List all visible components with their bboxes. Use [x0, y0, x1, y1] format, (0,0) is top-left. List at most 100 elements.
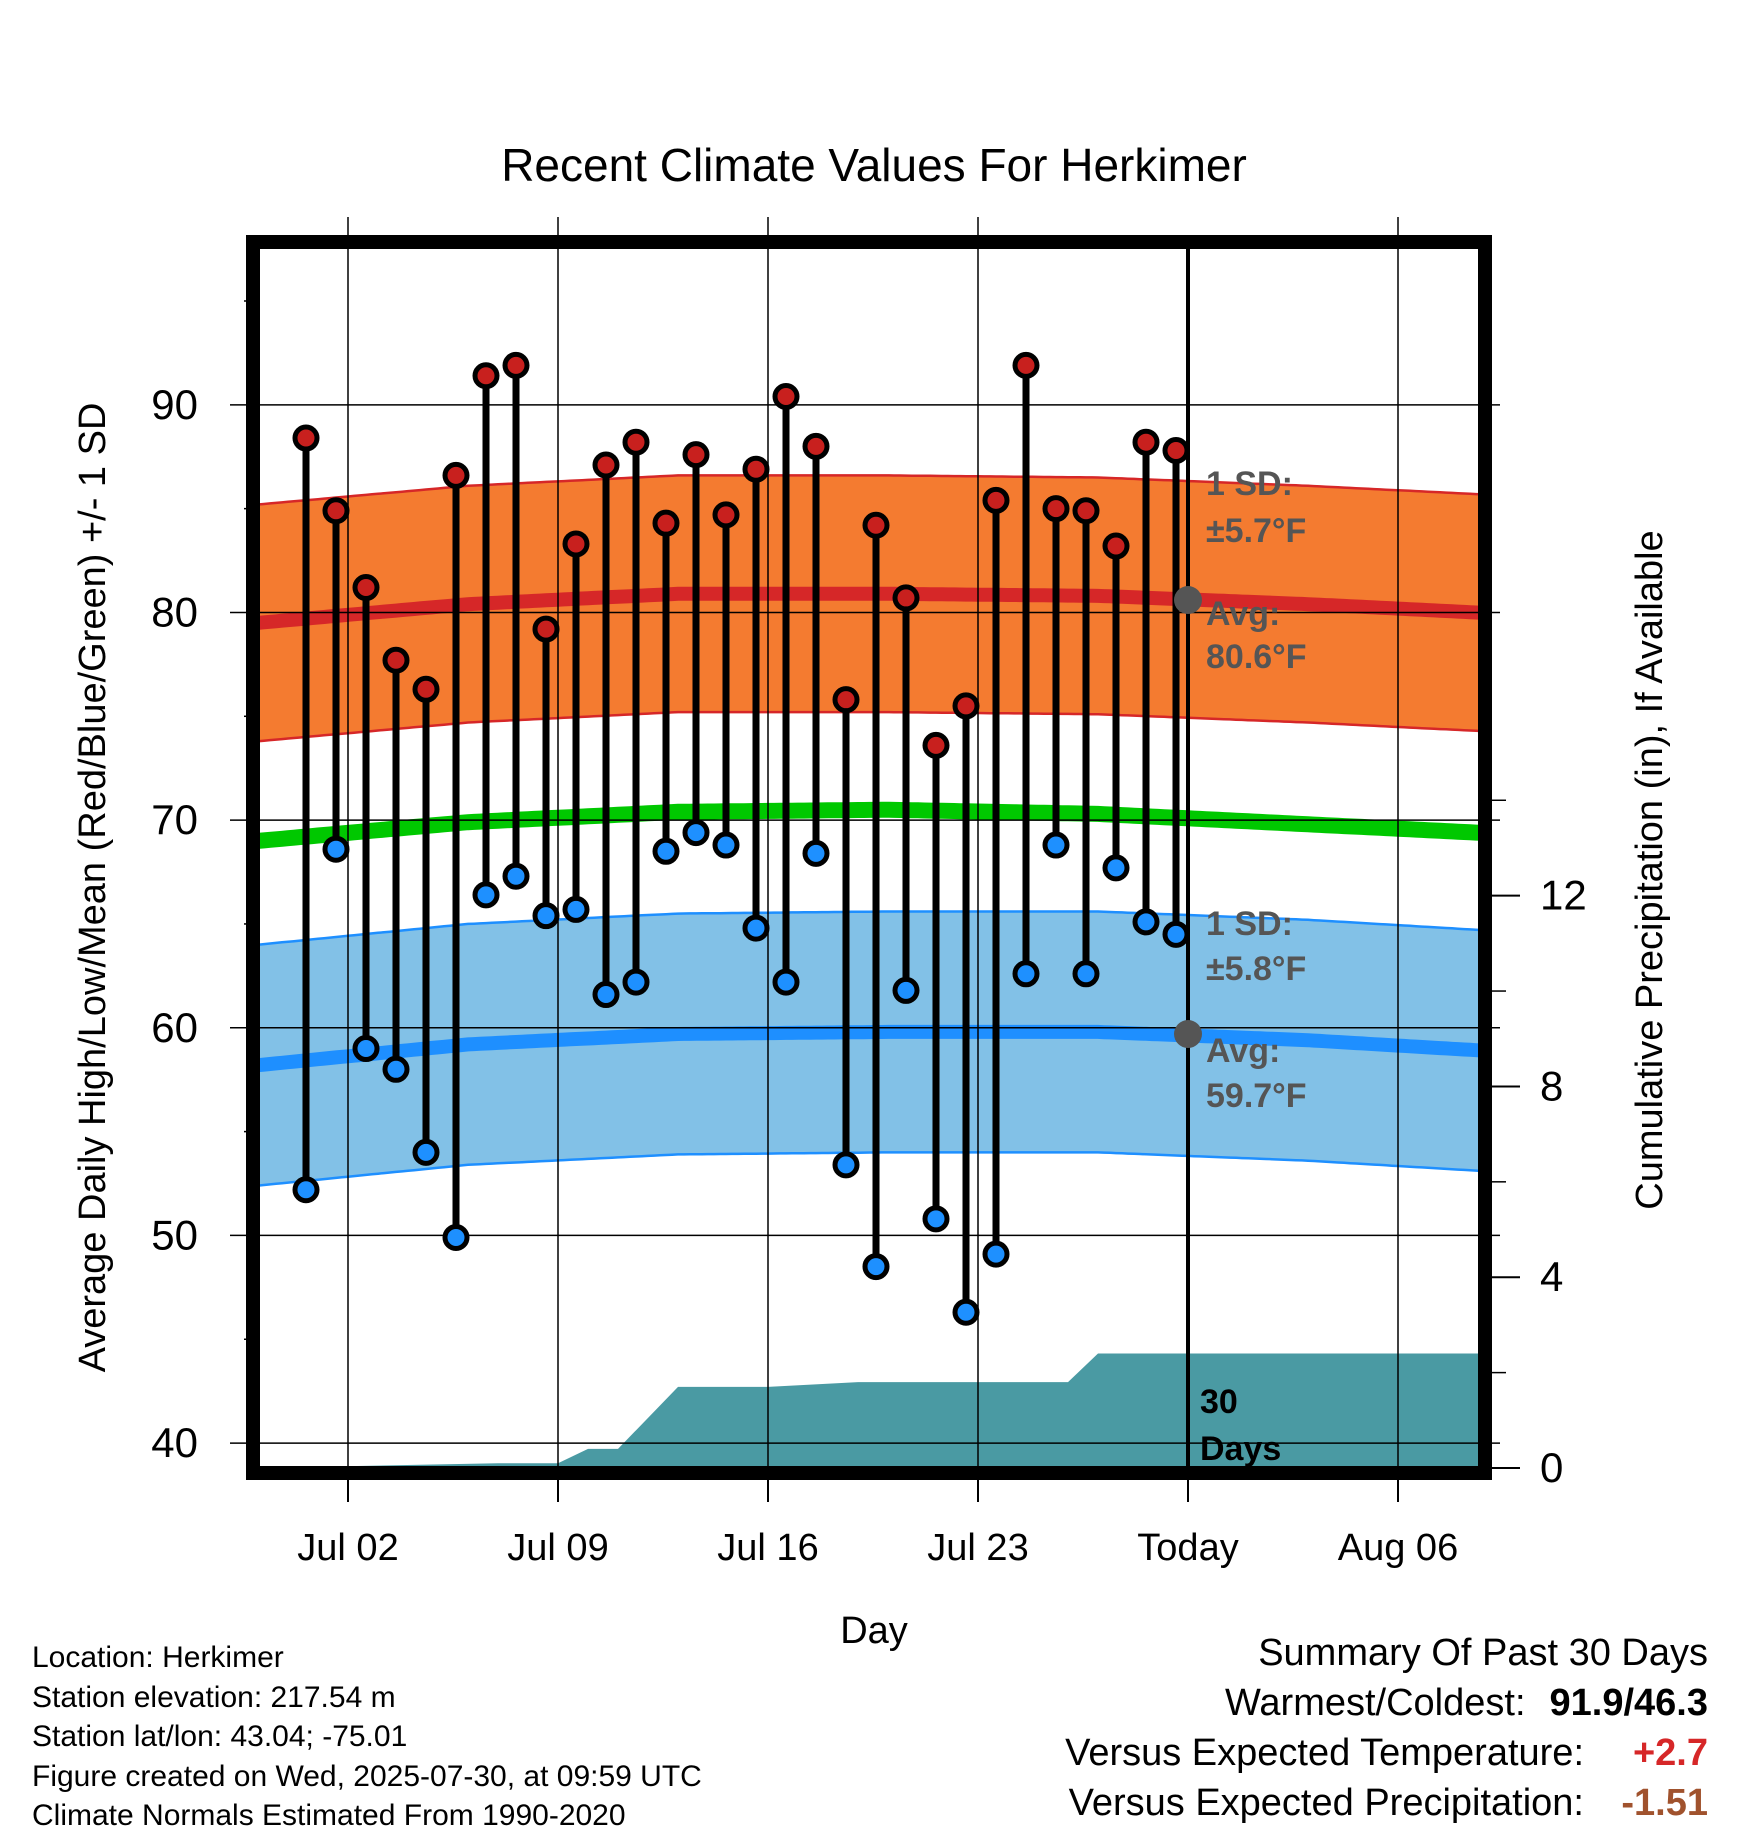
y2-tick-label: 4: [1540, 1253, 1563, 1300]
daily-low-point: [292, 1176, 320, 1204]
daily-high-point: [1162, 437, 1190, 464]
plot-border-right-thick: [1482, 242, 1492, 1473]
axes: 40 50 60 70 80 90 0 4 8 12 Jul 02 Jul 09 Jul 16 Jul 2…: [72, 300, 1671, 1569]
x-tick-label: Jul 09: [507, 1527, 608, 1569]
daily-low-point: [682, 819, 710, 847]
daily-low-point: [382, 1055, 410, 1083]
daily-high-point: [292, 424, 320, 452]
daily-low-point: [472, 881, 500, 909]
low-avg-value: 59.7°F: [1206, 1077, 1307, 1115]
summary-panel: Summary Of Past 30 Days Warmest/Coldest:…: [1065, 1628, 1708, 1828]
daily-low-point: [802, 839, 830, 867]
daily-low-point: [922, 1205, 950, 1233]
daily-low-point: [1132, 908, 1160, 936]
y-tick-label: 80: [151, 588, 198, 635]
daily-observations: [292, 351, 1190, 1326]
high-sd-lower-line: [257, 710, 1481, 743]
daily-high-point: [802, 432, 830, 460]
x-tick-label: Jul 16: [717, 1527, 818, 1569]
daily-low-point: [832, 1151, 860, 1179]
low-sd-value: ±5.8°F: [1206, 950, 1306, 988]
daily-high-point: [622, 428, 650, 456]
plot-border: [246, 235, 1492, 1480]
summary-warmest-row: Warmest/Coldest: 91.9/46.3: [1065, 1678, 1708, 1728]
location-text: Location: Herkimer: [32, 1641, 284, 1674]
daily-high-point: [472, 362, 500, 390]
daily-high-point: [682, 441, 710, 469]
station-info: Location: Herkimer Station elevation: 21…: [32, 1638, 702, 1836]
high-avg-label: Avg:: [1206, 595, 1280, 633]
annotations: 1 SD: ±5.7°F Avg: 80.6°F 1 SD: ±5.8°F Avg: 59.7…: [1174, 465, 1307, 1468]
daily-high-point: [1102, 532, 1130, 560]
daily-low-point: [562, 895, 590, 923]
warmest-value: 91.9/46.3: [1549, 1682, 1708, 1724]
y-axis-title: Average Daily High/Low/Mean (Red/Blue/Gr…: [72, 403, 114, 1373]
daily-low-point: [1162, 920, 1190, 948]
daily-high-point: [1012, 351, 1040, 379]
days-label-text: Days: [1200, 1430, 1281, 1468]
daily-high-point: [862, 511, 890, 539]
temp-label: Versus Expected Temperature:: [1065, 1732, 1584, 1774]
y2-tick-label: 12: [1540, 872, 1587, 919]
daily-high-point: [952, 692, 980, 720]
low-sd-upper-line: [257, 910, 1481, 946]
today-high-avg-dot: [1174, 586, 1202, 615]
summary-heading: Summary Of Past 30 Days: [1258, 1632, 1708, 1674]
daily-high-point: [592, 451, 620, 479]
summary-temp-row: Versus Expected Temperature: +2.7: [1065, 1728, 1708, 1778]
daily-high-point: [562, 530, 590, 558]
y-tick-label: 90: [151, 381, 198, 428]
days-label-number: 30: [1200, 1383, 1238, 1421]
daily-high-point: [412, 675, 440, 703]
y2-tick-label: 0: [1540, 1444, 1563, 1491]
precip-area-group: [258, 1353, 1480, 1468]
temp-value: +2.7: [1632, 1732, 1708, 1774]
daily-high-point: [922, 731, 950, 759]
daily-low-point: [592, 981, 620, 1009]
daily-high-point: [532, 615, 560, 643]
created-text: Figure created on Wed, 2025-07-30, at 09…: [32, 1759, 702, 1793]
daily-high-point: [832, 686, 860, 714]
daily-high-point: [352, 574, 380, 602]
daily-low-point: [412, 1138, 440, 1166]
y-tick-label: 60: [151, 1004, 198, 1051]
y2-axis-title: Cumulative Precipitation (in), If Availa…: [1629, 530, 1671, 1209]
precip-label: Versus Expected Precipitation:: [1068, 1782, 1584, 1824]
daily-high-point: [712, 501, 740, 529]
low-sd-lower-line: [257, 1151, 1481, 1187]
x-tick-label: Jul 02: [297, 1527, 398, 1569]
x-tick-label: Today: [1137, 1527, 1238, 1569]
daily-low-point: [862, 1253, 890, 1281]
daily-high-point: [982, 486, 1010, 514]
high-sd-value: ±5.7°F: [1206, 512, 1306, 550]
daily-high-point: [892, 584, 920, 612]
daily-low-point: [1042, 831, 1070, 859]
low-sd-band: [258, 911, 1480, 1186]
low-sd-label: 1 SD:: [1206, 905, 1293, 943]
summary-precip-row: Versus Expected Precipitation: -1.51: [1065, 1778, 1708, 1828]
y2-tick-label: 8: [1540, 1062, 1563, 1109]
high-avg-value: 80.6°F: [1206, 638, 1307, 676]
daily-high-point: [502, 351, 530, 379]
daily-low-point: [352, 1035, 380, 1063]
daily-low-point: [892, 976, 920, 1004]
grid-lines: [230, 217, 1500, 1488]
daily-low-point: [712, 831, 740, 859]
daily-high-point: [772, 383, 800, 411]
daily-low-point: [652, 837, 680, 865]
y-tick-label: 40: [151, 1419, 198, 1466]
y-tick-label: 70: [151, 796, 198, 843]
low-avg-label: Avg:: [1206, 1032, 1280, 1070]
daily-low-point: [982, 1240, 1010, 1268]
daily-high-point: [322, 497, 350, 525]
daily-low-point: [772, 968, 800, 996]
precip-value: -1.51: [1621, 1782, 1708, 1824]
daily-low-point: [532, 902, 560, 930]
latlon-text: Station lat/lon: 43.04; -75.01: [32, 1720, 408, 1753]
normal-high-line: [257, 586, 1481, 630]
normals-text: Climate Normals Estimated From 1990-2020: [32, 1799, 626, 1832]
daily-low-point: [502, 862, 530, 890]
warmest-label: Warmest/Coldest:: [1224, 1682, 1526, 1724]
daily-low-point: [1102, 854, 1130, 882]
